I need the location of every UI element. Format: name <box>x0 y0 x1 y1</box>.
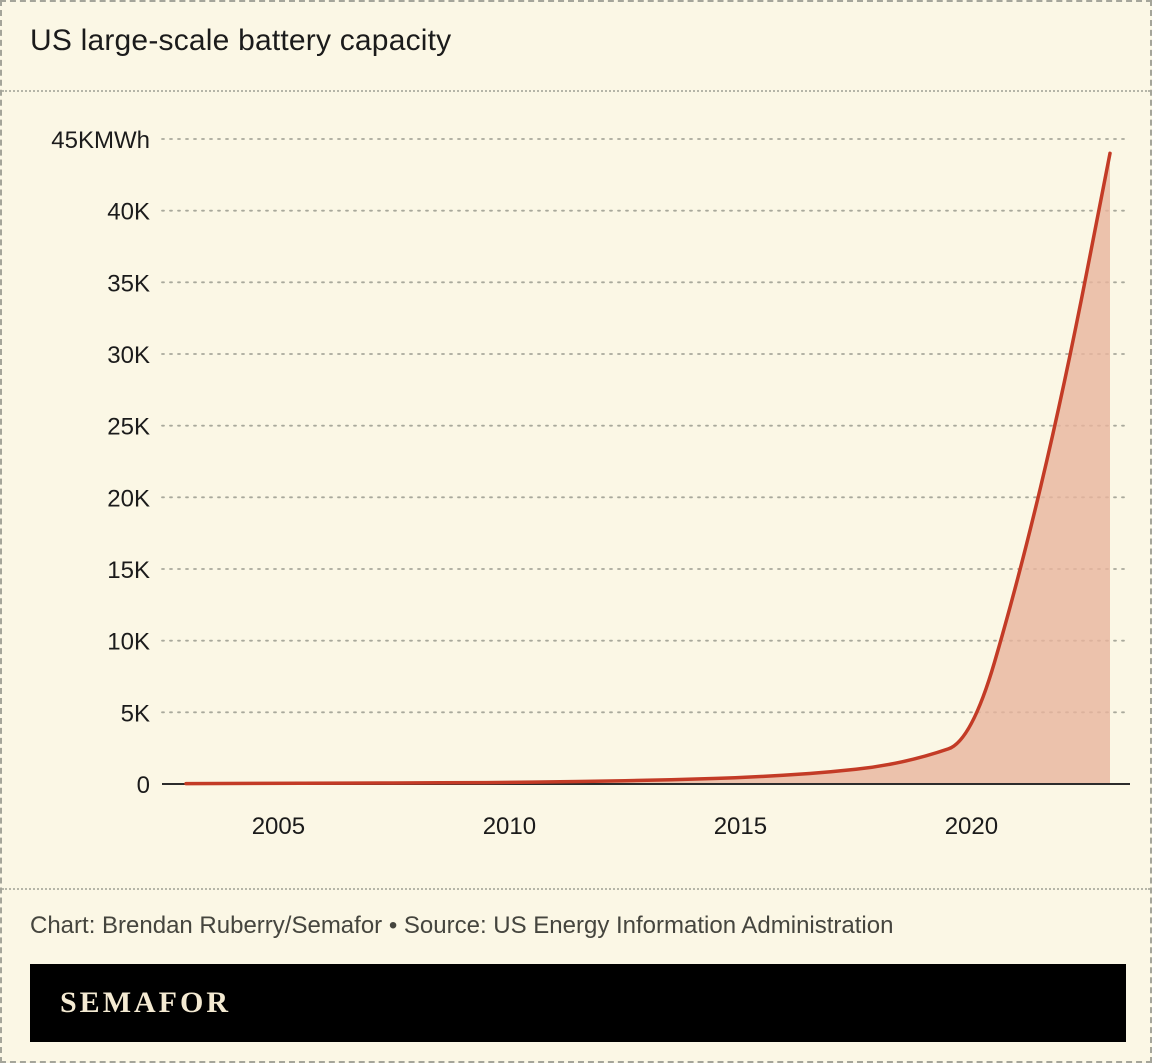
y-tick-label: 15K <box>107 557 150 584</box>
y-tick-label: 20K <box>107 485 150 512</box>
y-tick-label: 5K <box>121 700 150 727</box>
x-tick-label: 2015 <box>714 813 767 840</box>
title-divider <box>2 90 1150 92</box>
y-tick-label: 40K <box>107 199 150 226</box>
y-tick-label: 0 <box>137 772 150 799</box>
y-tick-label: 10K <box>107 629 150 656</box>
x-tick-label: 2020 <box>945 813 998 840</box>
footer-divider <box>2 888 1150 890</box>
chart-credit: Chart: Brendan Ruberry/Semafor • Source:… <box>30 912 894 939</box>
area-fill <box>186 153 1110 785</box>
chart-title: US large-scale battery capacity <box>30 24 452 57</box>
y-tick-label: 25K <box>107 414 150 441</box>
battery-capacity-area-chart: 0 5K 10K 15K 20K 25K 30K 35K 40K 45KMWh 2005 2010 20… <box>51 127 1131 840</box>
capacity-line <box>184 151 1112 786</box>
y-tick-label: 35K <box>107 270 150 297</box>
y-tick-label: 45KMWh <box>51 127 150 154</box>
semafor-logo: SEMAFOR <box>60 986 231 1019</box>
x-tick-label: 2005 <box>252 813 305 840</box>
y-tick-label: 30K <box>107 342 150 369</box>
x-tick-label: 2010 <box>483 813 536 840</box>
footer-bar: SEMAFOR <box>30 964 1126 1042</box>
